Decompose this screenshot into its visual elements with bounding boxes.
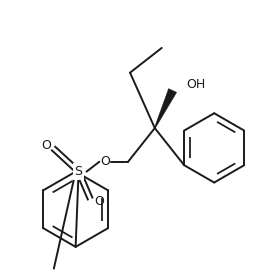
Text: O: O [100, 155, 110, 168]
Text: OH: OH [186, 78, 206, 91]
Text: O: O [41, 139, 51, 152]
Text: S: S [75, 165, 83, 178]
Text: O: O [94, 195, 104, 208]
Polygon shape [154, 89, 177, 128]
